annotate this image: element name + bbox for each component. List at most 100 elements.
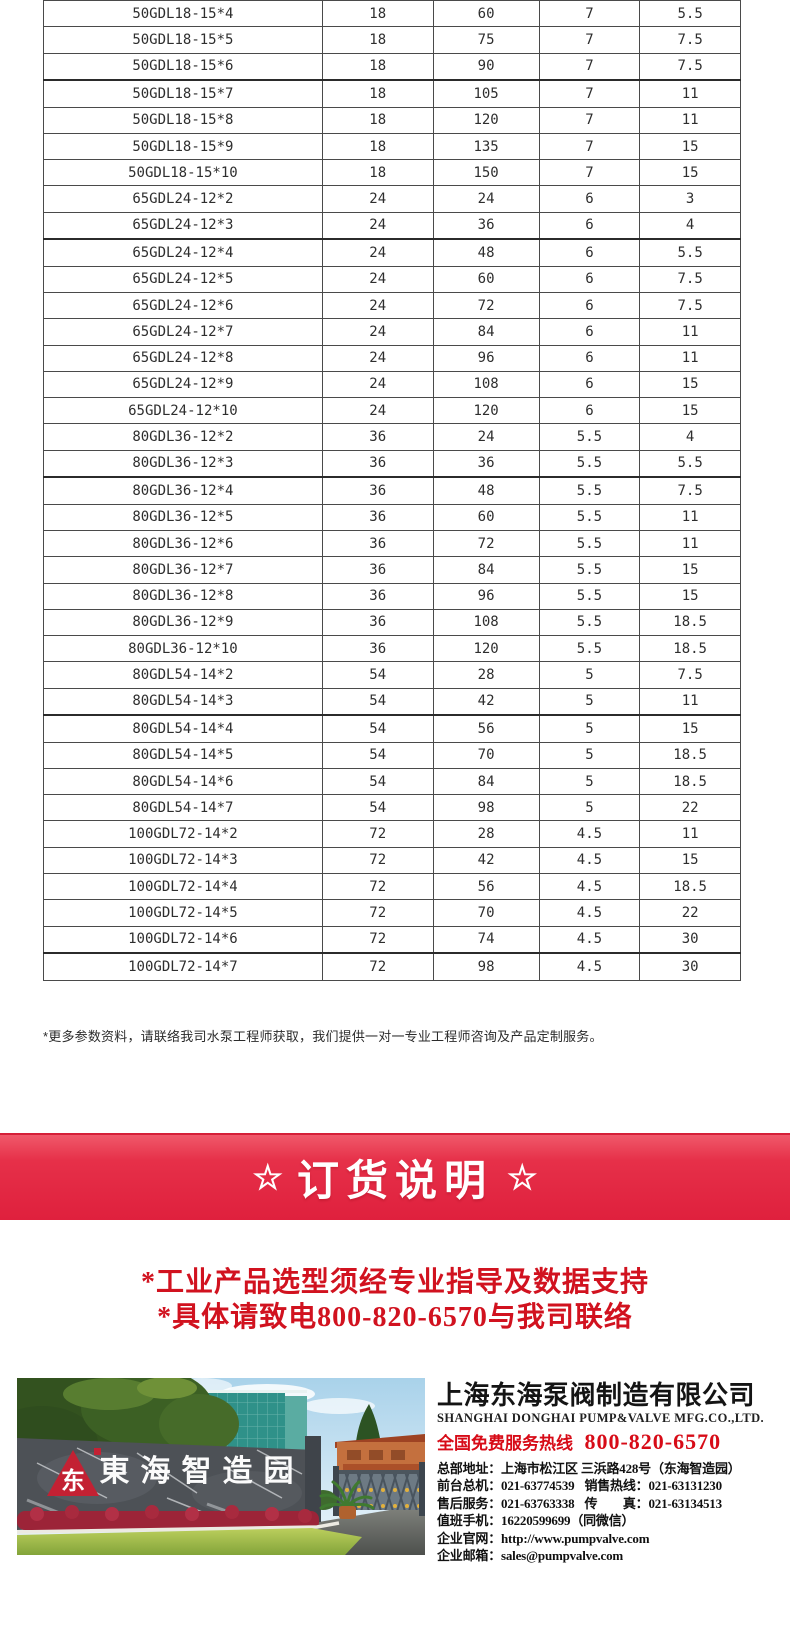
value-cell: 36 <box>321 608 434 637</box>
value-cell: 7.5 <box>639 661 741 689</box>
svg-text:东: 东 <box>61 1467 85 1495</box>
company-name-cn: 上海东海泵阀制造有限公司 <box>437 1380 756 1410</box>
contact-label: 企业邮箱： <box>437 1548 502 1564</box>
value-cell: 5.5 <box>538 423 641 451</box>
value-cell: 11 <box>639 79 741 108</box>
value-cell: 42 <box>432 846 540 875</box>
value-cell: 7 <box>538 132 641 161</box>
value-cell: 6 <box>538 238 641 267</box>
red-hedge <box>17 1505 319 1530</box>
model-cell: 50GDL18-15*6 <box>43 52 323 82</box>
model-cell: 65GDL24-12*6 <box>43 292 323 320</box>
value-cell: 15 <box>639 556 741 584</box>
value-cell: 70 <box>432 741 540 769</box>
model-cell: 65GDL24-12*4 <box>43 238 323 267</box>
model-cell: 50GDL18-15*8 <box>43 106 323 134</box>
value-cell: 15 <box>639 846 741 875</box>
value-cell: 84 <box>432 318 540 346</box>
table-row: 50GDL18-15*4 18 60 7 5.5 <box>43 0 741 28</box>
value-cell: 56 <box>432 714 540 743</box>
value-cell: 84 <box>432 767 540 796</box>
model-cell: 80GDL36-12*8 <box>43 582 323 610</box>
value-cell: 36 <box>321 529 434 558</box>
value-cell: 56 <box>432 873 540 901</box>
model-cell: 65GDL24-12*3 <box>43 211 323 241</box>
value-cell: 30 <box>639 925 741 955</box>
value-cell: 6 <box>538 344 641 372</box>
contact-line: 值班手机：16220599699（同微信） <box>437 1512 767 1529</box>
contact-line: 售后服务：021-63763338 传 真：021-63134513 <box>437 1495 767 1512</box>
model-cell: 80GDL36-12*4 <box>43 476 323 505</box>
donghai-logo-icon: 东 <box>47 1448 101 1496</box>
value-cell: 4 <box>639 211 741 241</box>
value-cell: 5.5 <box>538 449 641 479</box>
model-cell: 80GDL36-12*5 <box>43 503 323 532</box>
model-cell: 80GDL54-14*3 <box>43 687 323 717</box>
table-row: 80GDL54-14*6 54 84 5 18.5 <box>43 767 741 796</box>
value-cell: 36 <box>432 449 540 479</box>
value-cell: 54 <box>321 741 434 769</box>
value-cell: 5.5 <box>538 529 641 558</box>
value-cell: 28 <box>432 661 540 689</box>
value-cell: 54 <box>321 767 434 796</box>
value-cell: 4.5 <box>538 846 641 875</box>
value-cell: 7 <box>538 79 641 108</box>
pump-spec-table-body: 50GDL18-15*4 18 60 7 5.5 50GDL18-15*5 18 75 7 7.5… <box>43 0 741 982</box>
table-row: 65GDL24-12*4 24 48 6 5.5 <box>43 238 741 267</box>
value-cell: 15 <box>639 397 741 425</box>
value-cell: 24 <box>321 211 434 241</box>
table-row: 50GDL18-15*9 18 135 7 15 <box>43 132 741 161</box>
value-cell: 36 <box>321 582 434 610</box>
value-cell: 72 <box>321 820 434 848</box>
value-cell: 18.5 <box>639 873 741 901</box>
contact-label: 值班手机： <box>437 1513 502 1529</box>
contact-line: 前台总机：021-63774539 销售热线：021-63131230 <box>437 1477 767 1494</box>
table-row: 80GDL36-12*7 36 84 5.5 15 <box>43 556 741 584</box>
value-cell: 150 <box>432 159 540 187</box>
table-row: 65GDL24-12*2 24 24 6 3 <box>43 185 741 213</box>
contact-label: 总部地址： <box>437 1461 502 1476</box>
model-cell: 80GDL36-12*7 <box>43 556 323 584</box>
value-cell: 36 <box>321 476 434 505</box>
sign-wall-text: 東海智造园 <box>100 1454 305 1489</box>
contact-label: 销售热线： <box>584 1478 649 1494</box>
model-cell: 65GDL24-12*7 <box>43 318 323 346</box>
value-cell: 4.5 <box>538 899 641 927</box>
value-cell: 54 <box>321 661 434 689</box>
table-row: 100GDL72-14*4 72 56 4.5 18.5 <box>43 873 741 901</box>
value-cell: 84 <box>432 556 540 584</box>
company-name-en: SHANGHAI DONGHAI PUMP&VALVE MFG.CO.,LTD. <box>437 1411 765 1425</box>
contact-value: 021-63134513 <box>648 1495 722 1511</box>
value-cell: 18 <box>321 0 434 28</box>
value-cell: 7.5 <box>639 292 741 320</box>
value-cell: 7 <box>538 106 641 134</box>
value-cell: 4 <box>639 423 741 451</box>
value-cell: 135 <box>432 132 540 161</box>
contact-label: 售后服务： <box>437 1495 502 1511</box>
contact-label: 前台总机： <box>437 1478 502 1494</box>
cycad-plant <box>319 1480 375 1519</box>
table-row: 80GDL54-14*3 54 42 5 11 <box>43 687 741 717</box>
model-cell: 65GDL24-12*2 <box>43 185 323 213</box>
value-cell: 108 <box>432 608 540 637</box>
value-cell: 54 <box>321 794 434 822</box>
contact-value: 021-63131230 <box>648 1478 722 1494</box>
value-cell: 60 <box>432 0 540 28</box>
table-row: 65GDL24-12*7 24 84 6 11 <box>43 318 741 346</box>
value-cell: 4.5 <box>538 873 641 901</box>
value-cell: 18 <box>321 132 434 161</box>
ordering-notices: *工业产品选型须经专业指导及数据支持 *具体请致电800-820-6570与我司… <box>0 1265 790 1335</box>
table-row: 65GDL24-12*5 24 60 6 7.5 <box>43 265 741 294</box>
sign-wall <box>17 1436 321 1530</box>
value-cell: 24 <box>321 397 434 425</box>
table-row: 50GDL18-15*5 18 75 7 7.5 <box>43 26 741 54</box>
table-row: 80GDL36-12*8 36 96 5.5 15 <box>43 582 741 610</box>
contact-value[interactable]: sales@pumpvalve.com <box>501 1548 624 1564</box>
value-cell: 75 <box>432 26 540 54</box>
value-cell: 6 <box>538 370 641 399</box>
contact-value[interactable]: http://www.pumpvalve.com <box>501 1530 650 1546</box>
value-cell: 120 <box>432 397 540 425</box>
contact-value: 021-63774539 <box>501 1478 575 1494</box>
table-row: 80GDL54-14*2 54 28 5 7.5 <box>43 661 741 689</box>
model-cell: 50GDL18-15*7 <box>43 79 323 108</box>
